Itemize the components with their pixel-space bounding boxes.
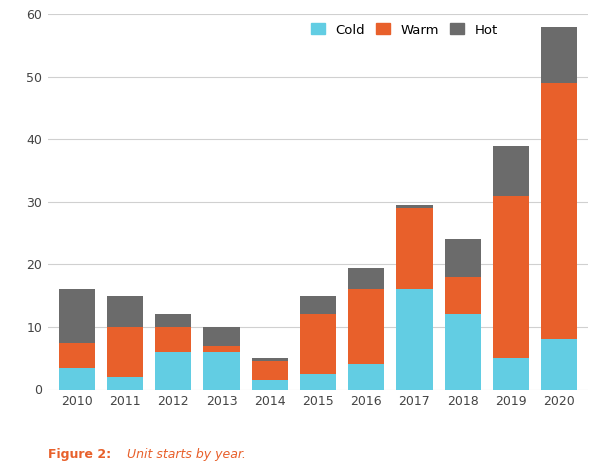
- Bar: [397, 205, 433, 208]
- Bar: [203, 352, 239, 390]
- Bar: [107, 295, 143, 327]
- Bar: [59, 289, 95, 342]
- Bar: [541, 27, 577, 83]
- Bar: [397, 289, 433, 389]
- Bar: [252, 380, 288, 389]
- Bar: [59, 342, 95, 368]
- Text: Figure 2:: Figure 2:: [48, 448, 111, 461]
- Bar: [445, 314, 481, 389]
- Bar: [155, 352, 191, 390]
- Bar: [445, 239, 481, 277]
- Bar: [203, 346, 239, 352]
- Bar: [541, 340, 577, 390]
- Text: Unit starts by year.: Unit starts by year.: [123, 448, 246, 461]
- Bar: [397, 208, 433, 289]
- Bar: [300, 314, 336, 374]
- Bar: [155, 314, 191, 327]
- Bar: [300, 295, 336, 314]
- Bar: [155, 327, 191, 352]
- Bar: [348, 289, 384, 364]
- Bar: [252, 361, 288, 380]
- Bar: [348, 267, 384, 289]
- Bar: [203, 327, 239, 346]
- Bar: [493, 358, 529, 389]
- Bar: [493, 196, 529, 358]
- Bar: [348, 364, 384, 389]
- Legend: Cold, Warm, Hot: Cold, Warm, Hot: [308, 21, 501, 39]
- Bar: [252, 358, 288, 361]
- Bar: [59, 368, 95, 390]
- Bar: [107, 327, 143, 377]
- Bar: [107, 377, 143, 390]
- Bar: [300, 374, 336, 389]
- Bar: [493, 146, 529, 196]
- Bar: [541, 83, 577, 340]
- Bar: [445, 277, 481, 314]
